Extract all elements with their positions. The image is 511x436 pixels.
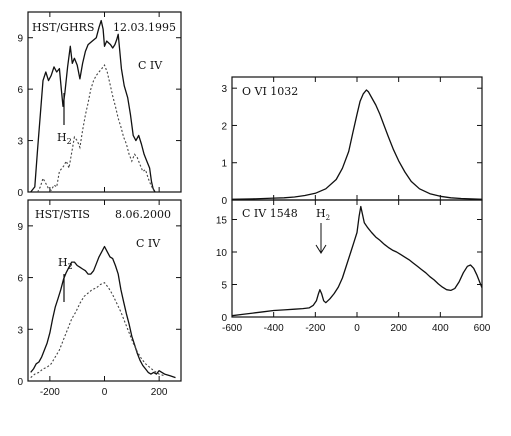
panel-frame <box>27 199 182 382</box>
plot-lines <box>231 89 483 200</box>
y-tick-label: 5 <box>221 281 227 292</box>
ion-label: C IV <box>138 59 163 72</box>
ion-label: C IV <box>136 237 161 250</box>
y-tick-label: 9 <box>17 34 23 45</box>
x-tick-label: 0 <box>102 387 108 398</box>
y-tick-label: 6 <box>17 85 23 96</box>
instrument-label: HST/STIS <box>35 208 90 221</box>
h2-label: H2 <box>57 131 72 146</box>
y-tick-label: 10 <box>216 248 228 259</box>
panel-right-bottom: 0 5 10 15 -600 -400 -200 0 200 400 600 C IV 1548 H… <box>216 199 491 334</box>
x-tick-label: 200 <box>151 387 168 398</box>
y-tick-label: 0 <box>221 196 227 207</box>
x-tick-label: 600 <box>474 323 491 334</box>
solid-series-line <box>231 89 483 200</box>
solid-series-line <box>30 19 156 193</box>
x-tick-label: -200 <box>40 387 60 398</box>
y-tick-label: 0 <box>221 313 227 324</box>
axis-ticks: 0 5 10 15 -600 -400 -200 0 200 400 600 <box>216 200 491 334</box>
x-tick-label: 0 <box>354 323 360 334</box>
axis-ticks: 0 3 6 9 -200 0 200 <box>17 200 181 398</box>
ion-label: O VI 1032 <box>242 85 298 98</box>
panel-left-bottom: 0 3 6 9 -200 0 200 HST/STIS 8.06.2000 C IV H2 <box>17 199 182 398</box>
y-tick-label: 15 <box>216 216 228 227</box>
solid-series-line <box>231 205 483 317</box>
date-label: 12.03.1995 <box>113 21 176 34</box>
plot-lines <box>30 245 176 379</box>
dotted-series-line <box>37 63 155 193</box>
panel-right-top: 0 1 2 3 O VI 1032 <box>221 76 483 207</box>
plot-lines <box>30 19 156 193</box>
date-label: 8.06.2000 <box>115 208 171 221</box>
x-tick-label: 200 <box>390 323 407 334</box>
y-tick-label: 0 <box>17 377 23 388</box>
x-tick-label: -200 <box>305 323 325 334</box>
y-tick-label: 6 <box>17 274 23 285</box>
axis-ticks: 0 3 6 9 <box>17 12 181 199</box>
y-tick-label: 0 <box>17 188 23 199</box>
x-tick-label: 400 <box>432 323 449 334</box>
y-tick-label: 2 <box>221 121 227 132</box>
instrument-label: HST/GHRS <box>32 21 94 34</box>
y-tick-label: 1 <box>221 159 227 170</box>
solid-series-line <box>30 245 176 379</box>
h2-label: H2 <box>58 256 73 271</box>
h2-arrow-head <box>315 244 327 254</box>
ion-label: C IV 1548 <box>242 207 298 220</box>
y-tick-label: 9 <box>17 222 23 233</box>
axis-ticks: 0 1 2 3 <box>221 77 483 207</box>
y-tick-label: 3 <box>17 137 23 148</box>
y-tick-label: 3 <box>17 325 23 336</box>
panel-left-top: 0 3 6 9 HST/GHRS 12.03.1995 C IV H2 <box>17 11 182 199</box>
x-tick-label: -600 <box>222 323 242 334</box>
y-tick-label: 3 <box>221 84 227 95</box>
x-tick-label: -400 <box>264 323 284 334</box>
h2-label: H2 <box>316 207 330 222</box>
plot-lines <box>231 205 483 317</box>
